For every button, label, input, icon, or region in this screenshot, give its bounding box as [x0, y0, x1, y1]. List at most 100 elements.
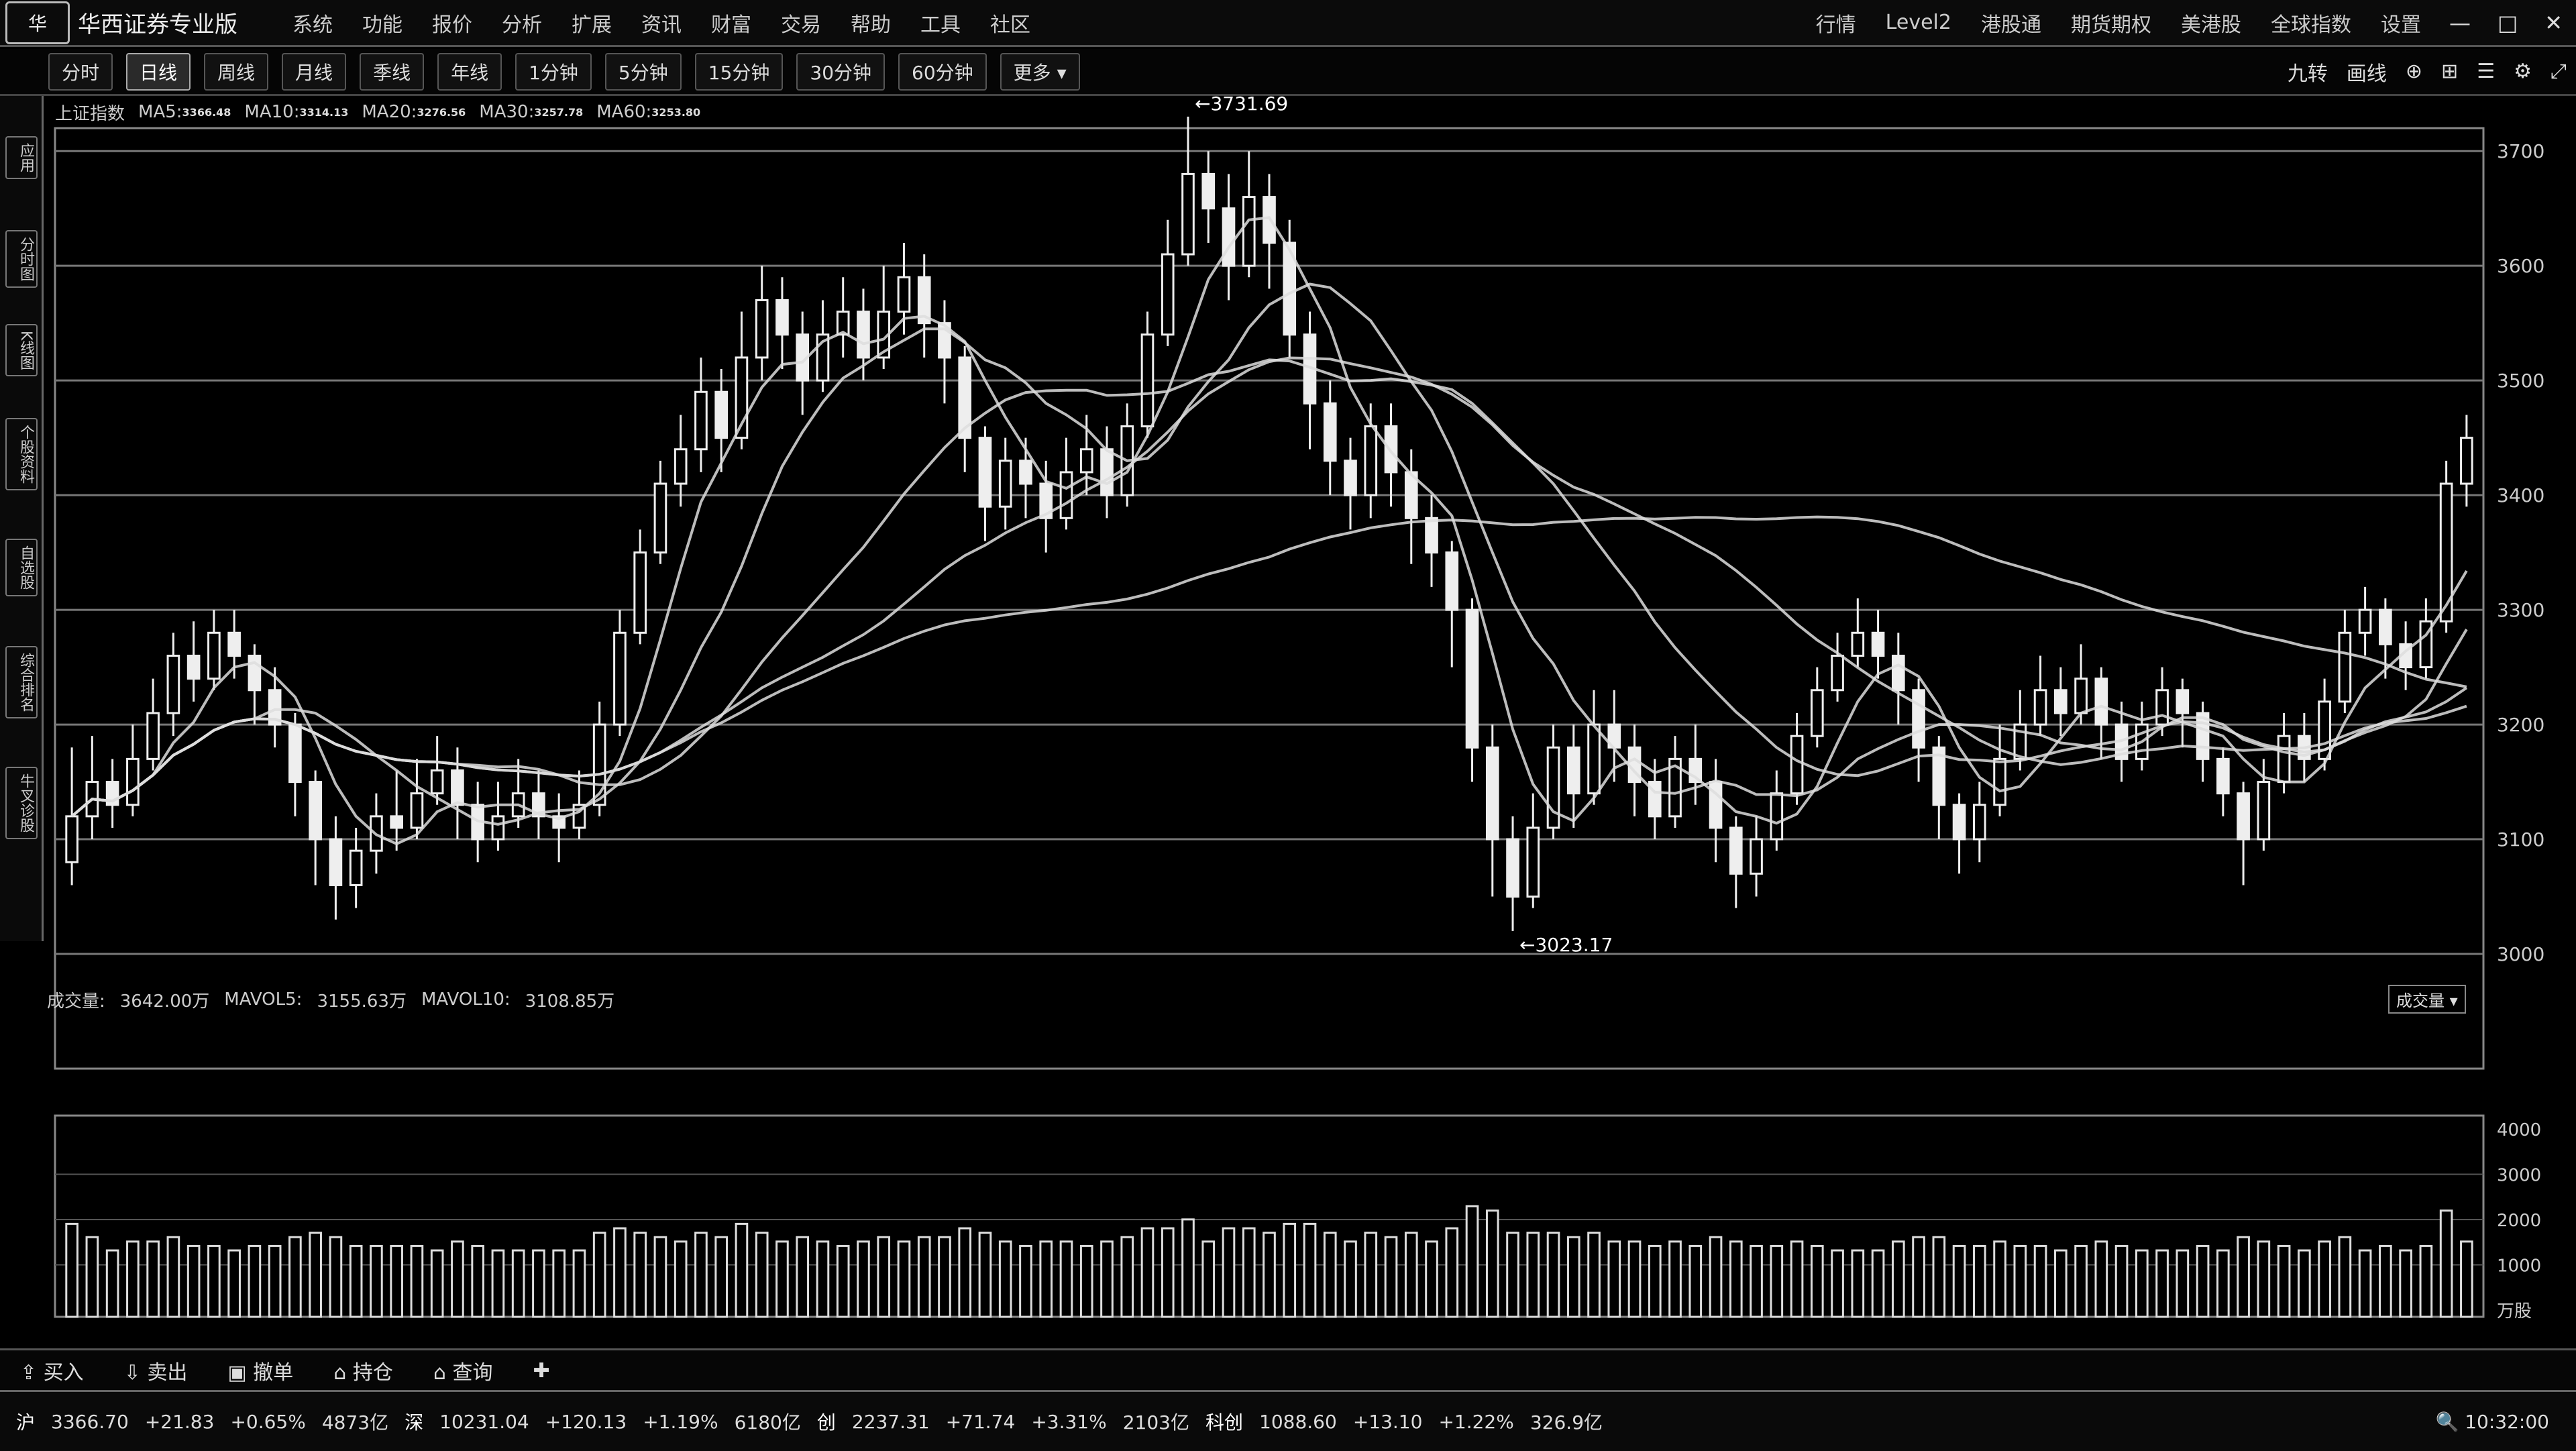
volume-bar: [694, 1232, 708, 1318]
candle-body: [248, 654, 262, 692]
nine-turn-button[interactable]: 九转: [2287, 62, 2328, 86]
gear-icon[interactable]: ⚙: [2514, 60, 2532, 83]
menu-item-tools[interactable]: 工具: [920, 13, 961, 37]
menu-item-analysis[interactable]: 分析: [502, 13, 542, 37]
volume-bar: [1668, 1240, 1682, 1318]
period-tab-60min[interactable]: 60分钟: [898, 52, 987, 91]
period-tab-monthly[interactable]: 月线: [282, 52, 347, 91]
candle-body: [2358, 608, 2372, 634]
layout-icon[interactable]: ⊞: [2441, 60, 2459, 83]
cy-change: +71.74: [945, 1410, 1016, 1433]
menu-item-trade[interactable]: 交易: [781, 13, 821, 37]
period-tab-1min[interactable]: 1分钟: [515, 52, 592, 91]
menu-item-quote[interactable]: 报价: [432, 13, 472, 37]
volume-bar: [1729, 1240, 1743, 1318]
app-title: 华西证券专业版: [78, 11, 237, 38]
menu-right-global-index[interactable]: 全球指数: [2270, 13, 2351, 37]
maximize-icon[interactable]: □: [2497, 9, 2518, 36]
candle-body: [2176, 689, 2190, 714]
menu-item-wealth[interactable]: 财富: [711, 13, 751, 37]
volume-bar: [592, 1232, 606, 1318]
menu-item-news[interactable]: 资讯: [641, 13, 682, 37]
candle-body: [491, 815, 505, 841]
left-tab-kline[interactable]: K线图: [5, 324, 38, 377]
menu-right-quote[interactable]: 行情: [1815, 13, 1856, 37]
left-tab-diagnosis[interactable]: 牛叉诊股: [5, 767, 38, 839]
period-tab-intraday[interactable]: 分时: [48, 52, 113, 91]
candle-body: [1952, 804, 1966, 841]
zoom-in-icon[interactable]: ⊕: [2405, 60, 2423, 83]
volume-bar: [1790, 1240, 1804, 1318]
price-tick-label: 3200: [2497, 714, 2544, 736]
menu-item-extend[interactable]: 扩展: [572, 13, 612, 37]
candle-body: [1566, 746, 1580, 795]
candle-body: [1790, 735, 1804, 795]
chart-area[interactable]: 3700 3600 3500 3400 3300 3200 3100 3000 4000 3000…: [42, 96, 2576, 1364]
period-tab-weekly[interactable]: 周线: [204, 52, 269, 91]
candlestick-chart[interactable]: 3700 3600 3500 3400 3300 3200 3100 3000 4000 3000…: [42, 96, 2576, 1347]
period-tab-daily[interactable]: 日线: [126, 52, 191, 91]
draw-line-button[interactable]: 画线: [2346, 62, 2387, 86]
kc-index[interactable]: 1088.60: [1259, 1410, 1337, 1433]
volume-bar: [410, 1244, 424, 1318]
holdings-button[interactable]: ⌂ 持仓: [333, 1361, 393, 1385]
period-tab-yearly[interactable]: 年线: [437, 52, 502, 91]
menu-right-us-hk[interactable]: 美港股: [2180, 13, 2241, 37]
volume-bar: [268, 1244, 282, 1318]
left-tab-intraday[interactable]: 分时图: [5, 230, 38, 288]
cy-index[interactable]: 2237.31: [851, 1410, 930, 1433]
expand-icon[interactable]: ⤢: [2551, 60, 2567, 83]
volume-bar: [552, 1249, 566, 1318]
period-more-dropdown[interactable]: 更多 ▾: [1000, 52, 1080, 91]
menu-right-futures[interactable]: 期货期权: [2070, 13, 2151, 37]
candle-body: [390, 815, 403, 829]
left-tab-apps[interactable]: 应用: [5, 136, 38, 179]
menu-bar: 华 华西证券专业版 系统 功能 报价 分析 扩展 资讯 财富 交易 帮助 工具 …: [0, 0, 2576, 47]
volume-bar: [532, 1249, 545, 1318]
volume-header: 成交量: 3642.00万 MAVOL5: 3155.63万 MAVOL10: …: [47, 986, 629, 1013]
menu-item-function[interactable]: 功能: [362, 13, 402, 37]
candle-body: [2094, 678, 2108, 726]
volume-bar: [1019, 1244, 1032, 1318]
minimize-icon[interactable]: —: [2449, 9, 2471, 36]
query-button[interactable]: ⌂ 查询: [433, 1361, 493, 1385]
candle-body: [1851, 631, 1865, 657]
menu-right-level2[interactable]: Level2: [1885, 11, 1951, 34]
sell-button[interactable]: ⇩ 卖出: [123, 1361, 188, 1385]
volume-bar: [1688, 1244, 1703, 1318]
period-tab-5min[interactable]: 5分钟: [604, 52, 682, 91]
volume-bar: [1546, 1232, 1560, 1318]
sh-index[interactable]: 3366.70: [51, 1410, 129, 1433]
ma5-value: 3366.48: [182, 105, 231, 119]
menu-right-hkconnect[interactable]: 港股通: [1980, 13, 2041, 37]
sz-index[interactable]: 10231.04: [439, 1410, 529, 1433]
cancel-order-button[interactable]: ▣ 撤单: [227, 1361, 294, 1385]
volume-bar: [1079, 1244, 1093, 1318]
volume-bar: [857, 1240, 870, 1318]
menu-item-system[interactable]: 系统: [292, 13, 333, 37]
candle-body: [1993, 757, 2006, 806]
add-icon[interactable]: ✚: [533, 1358, 550, 1383]
candle-body: [2338, 631, 2352, 703]
volume-bar: [105, 1249, 119, 1318]
app-logo: 华: [5, 1, 70, 44]
period-tab-quarterly[interactable]: 季线: [360, 52, 425, 91]
volume-bar: [2237, 1236, 2250, 1318]
menu-right-settings[interactable]: 设置: [2380, 13, 2421, 37]
candle-body: [2460, 437, 2473, 485]
menu-item-community[interactable]: 社区: [990, 13, 1030, 37]
buy-button[interactable]: ⇪ 买入: [20, 1361, 84, 1385]
volume-tick-label: 4000: [2497, 1120, 2541, 1140]
sh-pct: +0.65%: [230, 1410, 306, 1433]
period-tab-30min[interactable]: 30分钟: [796, 52, 885, 91]
left-tab-profile[interactable]: 个股资料: [5, 418, 38, 490]
left-tab-ranking[interactable]: 综合排名: [5, 646, 38, 718]
close-icon[interactable]: ✕: [2544, 9, 2563, 36]
left-tab-watchlist[interactable]: 自选股: [5, 539, 38, 596]
index-name: 上证指数: [55, 103, 125, 124]
menu-item-help[interactable]: 帮助: [851, 13, 891, 37]
indicator-selector[interactable]: 成交量 ▾: [2388, 985, 2466, 1014]
period-tab-15min[interactable]: 15分钟: [694, 52, 784, 91]
price-plot-frame: [54, 127, 2485, 1070]
list-icon[interactable]: ☰: [2477, 60, 2496, 83]
